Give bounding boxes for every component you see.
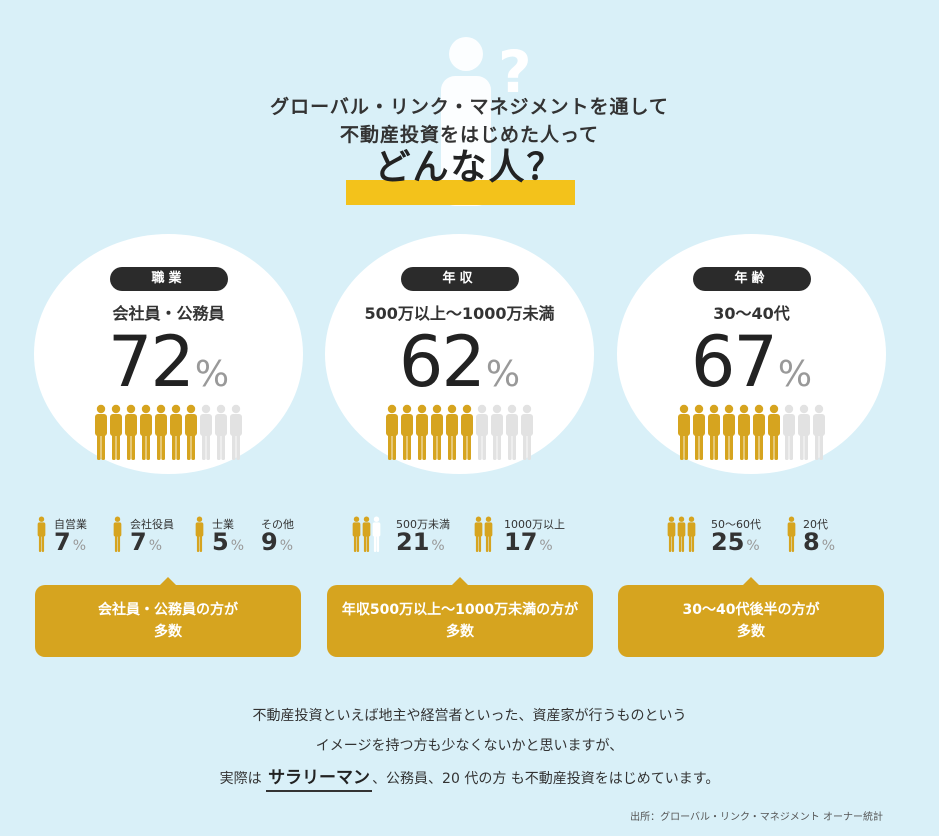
age-percent: 67% xyxy=(690,321,813,403)
person-icon xyxy=(723,404,735,460)
person-icon xyxy=(783,404,795,460)
person-icon xyxy=(230,404,242,460)
breakdown-label: 士業 xyxy=(212,518,234,531)
occupation-subtitle: 会社員・公務員 xyxy=(112,304,225,323)
person-icon xyxy=(386,404,398,460)
breakdown-value: 9% xyxy=(261,528,294,556)
description-line2: イメージを持つ方も少なくないかと思いますが、 xyxy=(315,738,624,754)
breakdown-value: 25% xyxy=(711,528,760,556)
person-icon xyxy=(677,516,686,552)
description-line1: 不動産投資といえば地主や経営者といった、資産家が行うものという xyxy=(252,708,687,724)
breakdown-label: 1000万以上 xyxy=(504,518,565,531)
occupation-callout: 会社員・公務員の方が 多数 xyxy=(35,585,301,657)
age-subtitle: 30〜40代 xyxy=(713,304,790,323)
person-icon xyxy=(125,404,137,460)
occupation-circle: 職業 会社員・公務員 72% xyxy=(34,234,303,474)
person-icon xyxy=(195,516,204,552)
income-callout: 年収500万以上〜1000万未満の方が 多数 xyxy=(327,585,593,657)
headline-line1: グローバル・リンク・マネジメントを通して xyxy=(270,96,669,118)
breakdown-label: その他 xyxy=(261,518,294,531)
breakdown-label: 20代 xyxy=(803,518,828,531)
person-icon xyxy=(687,516,696,552)
person-icon xyxy=(753,404,765,460)
person-icon xyxy=(484,516,493,552)
age-circle: 年齢 30〜40代 67% xyxy=(617,234,886,474)
breakdown-label: 自営業 xyxy=(54,518,87,531)
source-note: 出所：グローバル・リンク・マネジメント オーナー統計 xyxy=(630,812,883,823)
person-icon xyxy=(113,516,122,552)
person-icon xyxy=(185,404,197,460)
occupation-percent: 72% xyxy=(107,321,230,403)
person-icon xyxy=(110,404,122,460)
person-icon xyxy=(140,404,152,460)
person-icon xyxy=(491,404,503,460)
occupation-people-row xyxy=(34,404,303,460)
person-icon xyxy=(474,516,483,552)
person-icon xyxy=(521,404,533,460)
person-icon xyxy=(787,516,796,552)
occupation-pill: 職業 xyxy=(109,267,228,291)
age-pill: 年齢 xyxy=(692,267,811,291)
person-icon xyxy=(693,404,705,460)
breakdown-label: 会社役員 xyxy=(130,518,174,531)
person-icon xyxy=(461,404,473,460)
breakdown-value: 7% xyxy=(130,528,163,556)
headline-line2: 不動産投資をはじめた人って xyxy=(339,124,600,146)
breakdown-value: 17% xyxy=(504,528,553,556)
description-line3: 実際は サラリーマン 、公務員、20 代の方 も不動産投資をはじめています。 xyxy=(0,763,939,792)
breakdown-value: 5% xyxy=(212,528,245,556)
breakdown-label: 50〜60代 xyxy=(711,518,761,531)
person-icon xyxy=(372,516,381,552)
person-icon xyxy=(215,404,227,460)
breakdown-label: 500万未満 xyxy=(396,518,450,531)
person-icon xyxy=(678,404,690,460)
person-icon xyxy=(506,404,518,460)
person-icon xyxy=(813,404,825,460)
age-callout: 30〜40代後半の方が 多数 xyxy=(618,585,884,657)
person-icon xyxy=(200,404,212,460)
salaryman-emphasis: サラリーマン xyxy=(266,768,373,792)
age-people-row xyxy=(617,404,886,460)
headline-highlight-bar xyxy=(346,180,575,205)
headline-main: どんな人？ xyxy=(374,147,565,188)
breakdown-value: 8% xyxy=(803,528,836,556)
person-icon xyxy=(798,404,810,460)
person-icon xyxy=(738,404,750,460)
person-icon xyxy=(37,516,46,552)
person-icon xyxy=(95,404,107,460)
income-subtitle: 500万以上〜1000万未満 xyxy=(364,304,555,323)
person-icon xyxy=(431,404,443,460)
person-icon xyxy=(155,404,167,460)
person-icon xyxy=(446,404,458,460)
income-people-row xyxy=(325,404,594,460)
person-icon xyxy=(352,516,361,552)
person-icon xyxy=(708,404,720,460)
breakdown-value: 21% xyxy=(396,528,445,556)
question-person-icon: ? xyxy=(441,37,532,206)
person-icon xyxy=(362,516,371,552)
income-circle: 年収 500万以上〜1000万未満 62% xyxy=(325,234,594,474)
person-icon xyxy=(170,404,182,460)
person-icon xyxy=(416,404,428,460)
person-icon xyxy=(768,404,780,460)
income-percent: 62% xyxy=(398,321,521,403)
breakdown-value: 7% xyxy=(54,528,87,556)
person-icon xyxy=(476,404,488,460)
person-icon xyxy=(401,404,413,460)
income-pill: 年収 xyxy=(400,267,519,291)
svg-text:?: ? xyxy=(498,38,532,106)
person-icon xyxy=(667,516,676,552)
